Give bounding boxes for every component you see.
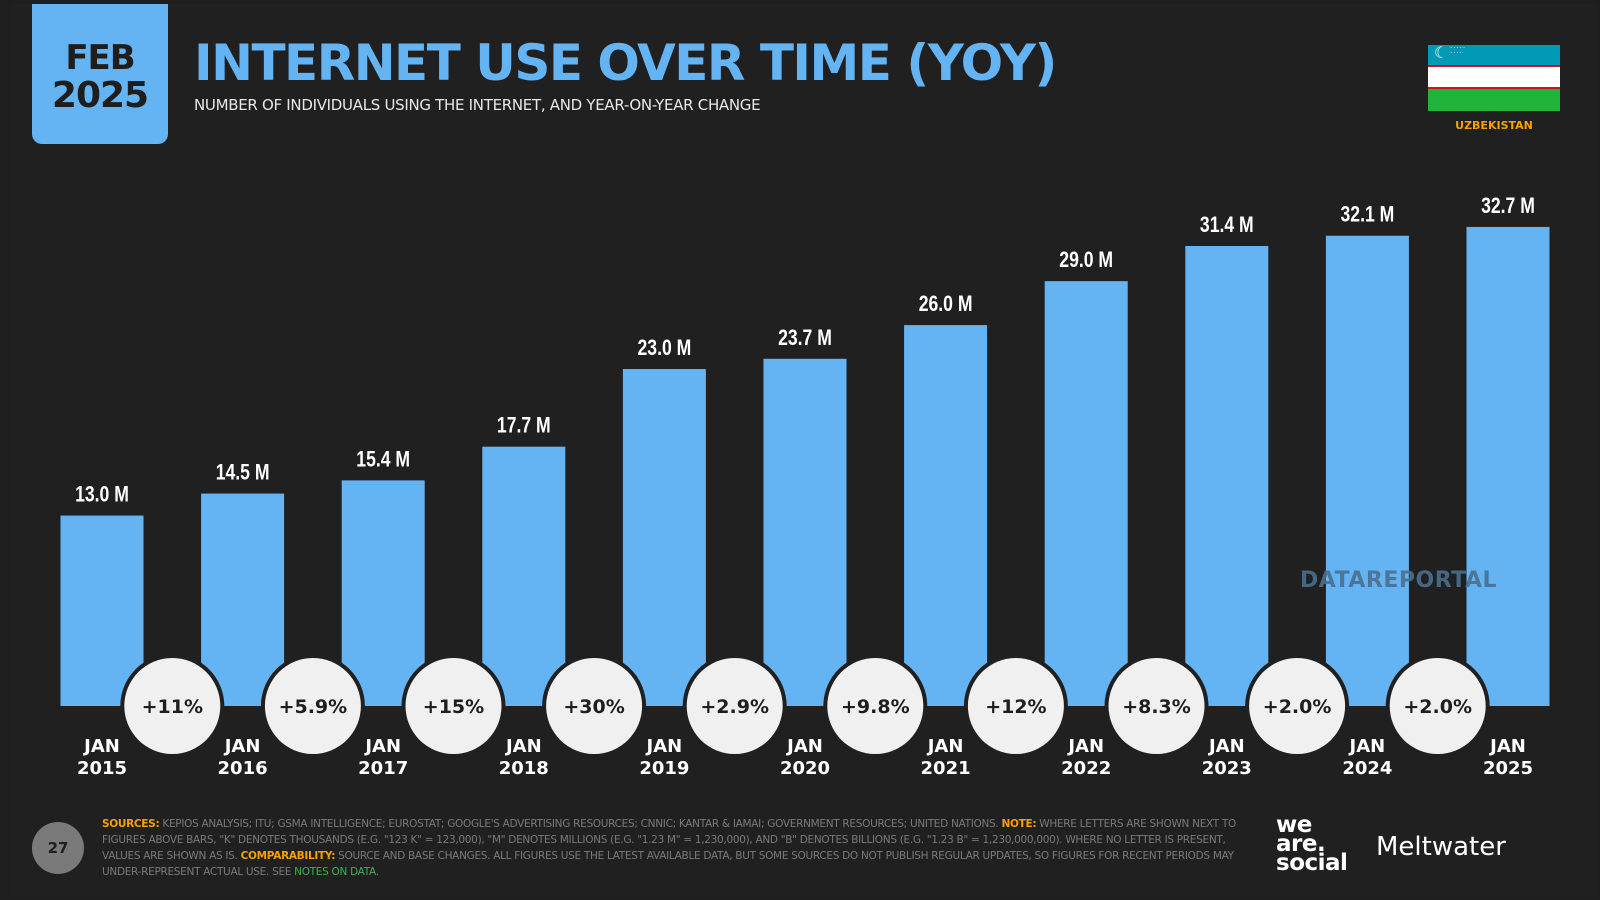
sources-text: KEPIOS ANALYSIS; ITU; GSMA INTELLIGENCE;… [159, 818, 1002, 830]
x-tick-year: 2025 [1483, 758, 1533, 779]
x-tick-month: JAN [223, 736, 261, 757]
x-tick-year: 2021 [921, 758, 971, 779]
x-tick-month: JAN [363, 736, 401, 757]
page-title: INTERNET USE OVER TIME (YOY) [194, 34, 1057, 92]
yoy-badge [967, 658, 1064, 754]
x-tick-month: JAN [645, 736, 683, 757]
yoy-badge [124, 658, 221, 754]
yoy-badge [1249, 658, 1346, 754]
meltwater-logo: Meltwater [1376, 832, 1506, 862]
note-label: NOTE: [1001, 818, 1037, 830]
date-badge: FEB 2025 [32, 4, 168, 144]
x-tick-year: 2023 [1202, 758, 1252, 779]
yoy-change-label: +2.0% [1403, 696, 1472, 718]
date-year: 2025 [51, 75, 149, 116]
x-tick-year: 2018 [499, 758, 549, 779]
sources-label: SOURCES: [102, 818, 160, 830]
meltwater-text: Meltwater [1376, 832, 1506, 862]
bar-value-label: 23.0 M [638, 336, 692, 360]
footer-notes: SOURCES: KEPIOS ANALYSIS; ITU; GSMA INTE… [102, 816, 1242, 880]
notes-on-data-link[interactable]: NOTES ON DATA [294, 866, 376, 878]
x-tick-year: 2017 [358, 758, 408, 779]
yoy-badge [1108, 658, 1205, 754]
page-subtitle: NUMBER OF INDIVIDUALS USING THE INTERNET… [194, 96, 761, 114]
x-tick-month: JAN [1488, 736, 1526, 757]
date-month: FEB [65, 38, 135, 78]
yoy-change-label: +5.9% [279, 696, 348, 718]
bar-value-label: 32.7 M [1481, 194, 1535, 218]
yoy-change-label: +12% [985, 696, 1046, 718]
bar [1325, 235, 1409, 707]
country-label: UZBEKISTAN [1455, 119, 1533, 132]
x-tick-month: JAN [1207, 736, 1245, 757]
page-number: 27 [32, 822, 84, 874]
bar [1185, 245, 1269, 707]
comparability-text: SOURCE AND BASE CHANGES. ALL FIGURES USE… [102, 850, 1234, 878]
bar [60, 515, 144, 706]
bar-value-label: 13.0 M [75, 483, 129, 507]
x-tick-year: 2020 [780, 758, 830, 779]
yoy-change-label: +9.8% [841, 696, 910, 718]
bar [482, 446, 566, 706]
bar-value-label: 29.0 M [1059, 248, 1113, 272]
yoy-badge [827, 658, 924, 754]
x-tick-month: JAN [785, 736, 823, 757]
x-tick-month: JAN [926, 736, 964, 757]
yoy-change-label: +8.3% [1122, 696, 1191, 718]
yoy-change-label: +11% [142, 696, 203, 718]
x-tick-year: 2015 [77, 758, 127, 779]
bar [1044, 281, 1128, 706]
yoy-badge [405, 658, 502, 754]
we-are-social-logo: we are. social [1276, 812, 1348, 876]
yoy-badge [1389, 658, 1486, 754]
bar-value-label: 14.5 M [216, 461, 270, 485]
bar-value-label: 31.4 M [1200, 213, 1254, 237]
yoy-change-label: +2.9% [700, 696, 769, 718]
x-tick-year: 2024 [1342, 758, 1392, 779]
bar [763, 358, 847, 706]
bar-value-label: 23.7 M [778, 326, 832, 350]
x-tick-month: JAN [1066, 736, 1104, 757]
comparability-label: COMPARABILITY: [240, 850, 336, 862]
yoy-badge [546, 658, 643, 754]
x-tick-year: 2016 [218, 758, 268, 779]
x-tick-year: 2019 [639, 758, 689, 779]
yoy-badge [686, 658, 783, 754]
note-text: WHERE LETTERS ARE SHOWN NEXT TO FIGURES … [102, 818, 1236, 862]
bar-value-label: 15.4 M [356, 448, 410, 472]
uzbekistan-flag-icon: ☾ ····· ···· [1428, 43, 1560, 111]
x-tick-month: JAN [1348, 736, 1386, 757]
yoy-change-label: +2.0% [1263, 696, 1332, 718]
bar [904, 325, 988, 706]
yoy-badge [264, 658, 361, 754]
bar-value-label: 26.0 M [919, 292, 973, 316]
bar [201, 493, 285, 706]
yoy-change-label: +30% [563, 696, 624, 718]
x-tick-year: 2022 [1061, 758, 1111, 779]
x-tick-month: JAN [504, 736, 542, 757]
bar-value-label: 17.7 M [497, 414, 551, 438]
yoy-change-label: +15% [423, 696, 484, 718]
datareportal-watermark: DATAREPORTAL [1300, 568, 1497, 593]
x-tick-month: JAN [82, 736, 120, 757]
bar [1466, 226, 1550, 706]
bar [622, 369, 706, 706]
footer-end: . [375, 866, 379, 878]
bar-value-label: 32.1 M [1341, 203, 1395, 227]
bar [341, 480, 425, 706]
